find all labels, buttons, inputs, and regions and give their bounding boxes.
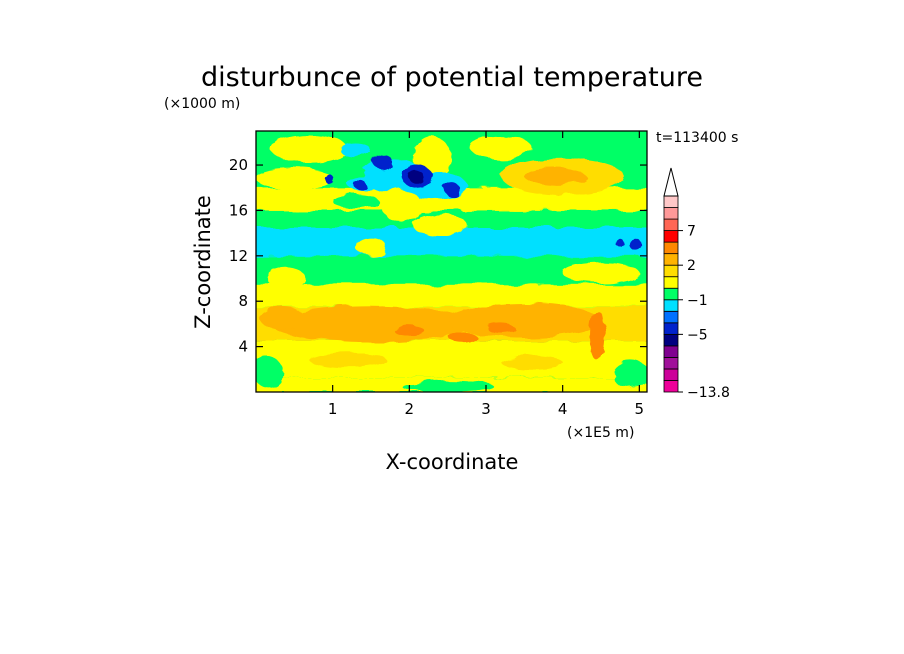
colorbar-swatch bbox=[663, 380, 679, 393]
y-tick-label: 20 bbox=[229, 156, 248, 174]
contour-feature-29 bbox=[487, 323, 516, 333]
y-tick-label: 4 bbox=[238, 338, 248, 356]
colorbar-swatch bbox=[663, 218, 679, 231]
colorbar-label: −1 bbox=[687, 293, 708, 309]
contour-band-3 bbox=[256, 284, 647, 307]
y-tick-label: 16 bbox=[229, 201, 248, 219]
x-unit-label: (×1E5 m) bbox=[567, 425, 634, 441]
contour-feature-31 bbox=[256, 356, 283, 387]
colorbar-swatch bbox=[663, 299, 679, 312]
contour-feature-20 bbox=[629, 238, 642, 251]
contour-feature-4 bbox=[524, 168, 586, 185]
colorbar-swatch bbox=[663, 195, 679, 208]
contour-feature-5 bbox=[256, 168, 333, 189]
contour-feature-0 bbox=[271, 135, 348, 163]
contour-feature-2 bbox=[470, 136, 532, 160]
contour-feature-33 bbox=[401, 380, 494, 392]
chart-title: disturbunce of potential temperature bbox=[201, 62, 703, 93]
contour-feature-32 bbox=[612, 361, 647, 389]
contour-feature-21 bbox=[616, 238, 625, 248]
y-tick-label: 8 bbox=[238, 292, 248, 310]
contour-feature-9 bbox=[373, 153, 392, 170]
y-axis: 4 8 12 16 20 bbox=[229, 156, 647, 356]
contour-feature-27 bbox=[394, 326, 425, 336]
contour-feature-15 bbox=[340, 143, 371, 158]
x-axis: 1 2 3 4 5 bbox=[328, 131, 644, 418]
colorbar-label: 2 bbox=[687, 258, 696, 274]
plot-frame bbox=[255, 130, 648, 393]
contour-feature-28 bbox=[449, 331, 477, 344]
contour-feature-23 bbox=[562, 262, 640, 284]
contour-feature-11 bbox=[409, 171, 425, 184]
x-axis-title: X-coordinate bbox=[386, 450, 519, 474]
x-tick-label: 2 bbox=[405, 400, 415, 418]
colorbar-swatch bbox=[663, 287, 679, 301]
contour-feature-22 bbox=[267, 268, 306, 289]
y-axis-title: Z-coordinate bbox=[191, 195, 215, 329]
colorbar-label: −13.8 bbox=[687, 385, 730, 401]
colorbar-swatch bbox=[663, 345, 679, 358]
colorbar-label: −5 bbox=[687, 327, 708, 343]
contour-feature-34 bbox=[309, 352, 387, 369]
contour-feature-14 bbox=[443, 182, 460, 196]
colorbar-swatch bbox=[663, 357, 679, 370]
contour-feature-16 bbox=[332, 194, 379, 209]
x-tick-label: 4 bbox=[558, 400, 568, 418]
y-unit-label: (×1000 m) bbox=[164, 96, 240, 112]
x-tick-label: 1 bbox=[328, 400, 338, 418]
colorbar-swatch bbox=[663, 322, 679, 335]
contour-feature-30 bbox=[589, 310, 605, 361]
contour-feature-18 bbox=[382, 188, 421, 223]
colorbar-swatch bbox=[663, 253, 679, 266]
contour-feature-26 bbox=[259, 306, 306, 330]
colorbar-label: 7 bbox=[687, 224, 696, 240]
contour-feature-19 bbox=[355, 237, 387, 256]
colorbar-swatch bbox=[663, 310, 679, 324]
colorbar: 7 2 −1 −5 −13.8 bbox=[663, 167, 730, 401]
colorbar-swatch bbox=[663, 207, 679, 220]
colorbar-swatch bbox=[663, 333, 679, 347]
contour-feature-12 bbox=[353, 179, 366, 189]
colorbar-swatch bbox=[663, 276, 679, 289]
colorbar-swatch bbox=[663, 230, 679, 243]
field-features bbox=[256, 135, 647, 392]
y-tick-label: 12 bbox=[229, 247, 248, 265]
colorbar-swatch bbox=[663, 264, 679, 278]
colorbar-swatch bbox=[663, 368, 679, 381]
colorbar-extend-arrow bbox=[663, 167, 679, 197]
plot-area bbox=[256, 131, 647, 392]
x-tick-label: 3 bbox=[481, 400, 491, 418]
time-label: t=113400 s bbox=[656, 130, 738, 146]
contour-feature-25 bbox=[447, 303, 601, 338]
contour-feature-17 bbox=[413, 213, 467, 237]
x-tick-label: 5 bbox=[635, 400, 645, 418]
contour-feature-13 bbox=[324, 174, 334, 184]
contour-feature-35 bbox=[501, 355, 563, 370]
colorbar-swatch bbox=[663, 241, 679, 255]
